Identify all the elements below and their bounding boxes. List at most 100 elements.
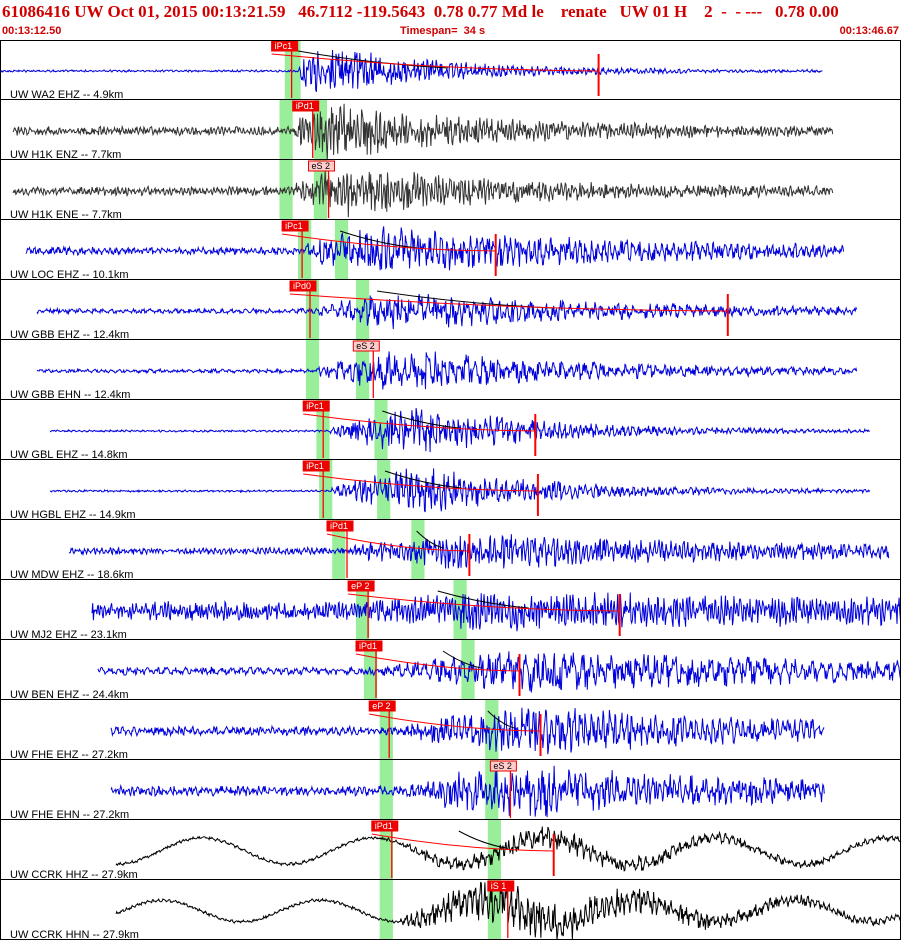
phase-pick-label: iPd1 — [359, 641, 377, 651]
seismogram-panel[interactable]: iPc1 UW WA2 EHZ -- 4.9km iPd1 UW H1K ENZ --… — [0, 40, 901, 941]
phase-pick-label: iPd1 — [375, 821, 393, 831]
phase-pick-label: iPd1 — [330, 521, 348, 531]
channel-row[interactable]: eP 2 UW MJ2 EHZ -- 23.1km — [0, 580, 901, 641]
waveform-trace — [115, 881, 901, 941]
channel-row[interactable]: iS 1 UW CCRK HHN -- 27.9km — [0, 880, 901, 941]
phase-window-band — [379, 880, 393, 940]
channel-label: UW GBB EHN -- 12.4km — [10, 389, 130, 401]
channel-row[interactable]: eS 2 UW H1K ENE -- 7.7km — [0, 160, 901, 221]
s-arrival-curve — [384, 470, 462, 489]
phase-pick-box[interactable] — [302, 400, 330, 412]
phase-window-band — [279, 100, 293, 160]
phase-pick-box[interactable] — [355, 640, 383, 652]
phase-window-band — [305, 340, 320, 400]
channel-row[interactable]: eS 2 UW GBB EHN -- 12.4km — [0, 340, 901, 401]
phase-pick-box[interactable] — [302, 460, 330, 472]
phase-pick-label: eP 2 — [351, 581, 369, 591]
coda-duration-line — [303, 413, 536, 432]
waveform-trace — [36, 351, 858, 390]
waveform-trace — [68, 534, 890, 569]
waveform-trace — [110, 707, 825, 755]
coda-duration-line — [289, 293, 728, 312]
timespan-label: Timespan= 34 s — [400, 25, 486, 37]
s-arrival-curve — [487, 710, 515, 729]
phase-pick-box[interactable] — [487, 880, 515, 892]
phase-pick-box[interactable] — [352, 340, 380, 352]
coda-duration-line — [271, 53, 599, 72]
channel-label: UW CCRK HHN -- 27.9km — [10, 929, 139, 940]
plot-header: 61086416 UW Oct 01, 2015 00:13:21.59 46.… — [0, 0, 901, 40]
waveform-trace — [12, 170, 834, 218]
phase-window-band — [332, 520, 346, 580]
phase-pick-box[interactable] — [281, 220, 309, 232]
waveform-trace — [115, 826, 901, 872]
phase-pick-box[interactable] — [289, 280, 317, 292]
channel-label: UW MDW EHZ -- 18.6km — [10, 569, 133, 581]
channel-label: UW H1K ENZ -- 7.7km — [10, 149, 121, 161]
s-arrival-curve — [442, 650, 482, 669]
phase-pick-box[interactable] — [489, 760, 517, 772]
phase-pick-label: iS 1 — [491, 881, 507, 891]
waveform-trace — [49, 408, 871, 453]
channel-label: UW MJ2 EHZ -- 23.1km — [10, 629, 127, 641]
phase-pick-label: iPc1 — [275, 41, 293, 51]
phase-pick-label: iPc1 — [306, 401, 324, 411]
channel-row[interactable]: iPd1 UW CCRK HHZ -- 27.9km — [0, 820, 901, 881]
channel-label: UW LOC EHZ -- 10.1km — [10, 269, 129, 281]
waveform-trace — [91, 592, 901, 632]
phase-pick-label: iPc1 — [285, 221, 303, 231]
waveform-trace — [97, 651, 901, 693]
channel-label: UW FHE EHZ -- 27.2km — [10, 749, 128, 761]
channel-label: UW BEN EHZ -- 24.4km — [10, 689, 129, 701]
channel-row[interactable]: iPc1 UW WA2 EHZ -- 4.9km — [0, 40, 901, 101]
channel-row[interactable]: eP 2 UW FHE EHZ -- 27.2km — [0, 700, 901, 761]
s-arrival-curve — [437, 590, 529, 609]
phase-pick-label: iPd0 — [293, 281, 311, 291]
channel-row[interactable]: iPd1 UW H1K ENZ -- 7.7km — [0, 100, 901, 161]
start-time-label: 00:13:12.50 — [2, 25, 62, 37]
waveform-trace — [36, 293, 858, 330]
coda-duration-line — [282, 233, 496, 252]
phase-window-band — [284, 40, 301, 100]
phase-window-band — [319, 460, 333, 520]
s-arrival-curve — [377, 290, 553, 309]
waveform-trace — [0, 49, 823, 92]
phase-pick-box[interactable] — [308, 160, 335, 172]
s-arrival-curve — [339, 230, 418, 249]
channel-label: UW FHE EHN -- 27.2km — [10, 809, 129, 821]
phase-window-band — [334, 220, 349, 280]
phase-pick-box[interactable] — [326, 520, 354, 532]
coda-duration-line — [348, 593, 620, 612]
phase-pick-box[interactable] — [347, 580, 375, 592]
phase-pick-label: eS 2 — [493, 761, 512, 771]
channel-label: UW GBL EHZ -- 14.8km — [10, 449, 128, 461]
waveform-trace — [12, 103, 834, 160]
channel-label: UW CCRK HHZ -- 27.9km — [10, 869, 138, 881]
s-arrival-curve — [382, 410, 459, 429]
channel-row[interactable]: eS 2 UW FHE EHN -- 27.2km — [0, 760, 901, 821]
channel-row[interactable]: iPd0 UW GBB EHZ -- 12.4km — [0, 280, 901, 341]
channel-row[interactable]: iPd1 UW BEN EHZ -- 24.4km — [0, 640, 901, 701]
phase-pick-box[interactable] — [292, 100, 320, 112]
s-arrival-curve — [416, 530, 444, 549]
phase-pick-box[interactable] — [371, 820, 399, 832]
channel-label: UW GBB EHZ -- 12.4km — [10, 329, 129, 341]
phase-pick-box[interactable] — [368, 700, 396, 712]
phase-pick-label: iPd1 — [296, 101, 314, 111]
coda-duration-line — [371, 833, 554, 852]
phase-window-band — [279, 160, 293, 220]
channel-row[interactable]: iPc1 UW LOC EHZ -- 10.1km — [0, 220, 901, 281]
s-arrival-curve — [297, 50, 449, 69]
channel-row[interactable]: iPd1 UW MDW EHZ -- 18.6km — [0, 520, 901, 581]
channel-label: UW HGBL EHZ -- 14.9km — [10, 509, 136, 521]
channel-label: UW WA2 EHZ -- 4.9km — [10, 89, 123, 101]
coda-duration-line — [303, 473, 538, 492]
channel-row[interactable]: iPc1 UW HGBL EHZ -- 14.9km — [0, 460, 901, 521]
waveform-trace — [110, 765, 825, 818]
waveform-trace — [25, 226, 845, 271]
channel-row[interactable]: iPc1 UW GBL EHZ -- 14.8km — [0, 400, 901, 461]
s-arrival-curve — [458, 830, 507, 849]
phase-pick-label: eP 2 — [372, 701, 390, 711]
seismogram-chart[interactable]: iPc1 UW WA2 EHZ -- 4.9km iPd1 UW H1K ENZ --… — [0, 40, 901, 941]
channel-label: UW H1K ENE -- 7.7km — [10, 209, 122, 221]
